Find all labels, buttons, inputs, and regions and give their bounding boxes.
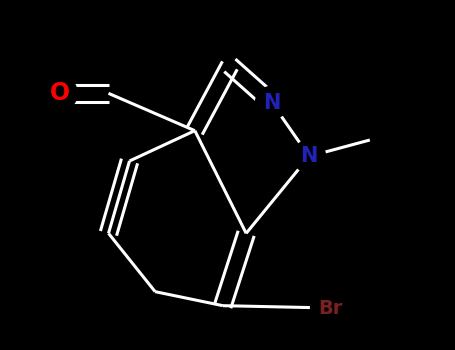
Circle shape bbox=[311, 288, 350, 328]
Circle shape bbox=[42, 76, 77, 111]
Text: Br: Br bbox=[318, 299, 342, 317]
Text: N: N bbox=[300, 146, 318, 166]
Circle shape bbox=[293, 140, 325, 173]
Text: N: N bbox=[263, 93, 281, 113]
Text: O: O bbox=[50, 81, 70, 105]
Circle shape bbox=[256, 86, 288, 119]
